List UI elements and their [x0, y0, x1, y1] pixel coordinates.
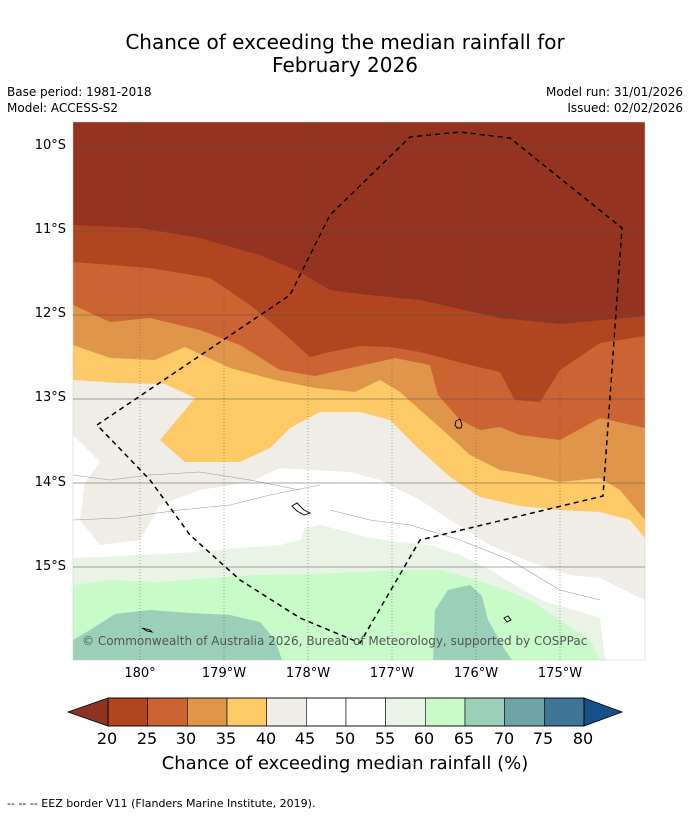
lon-label-178w: 178°W	[285, 666, 331, 681]
map-frame	[72, 121, 646, 661]
lon-label-180: 180°	[124, 666, 156, 681]
meta-left: Base period: 1981-2018 Model: ACCESS-S2	[7, 84, 152, 116]
colorbar-under-arrow	[66, 697, 109, 727]
colorbar-tick-45: 45	[294, 729, 316, 748]
colorbar-swatch-25-30	[147, 697, 188, 727]
lon-label-177w: 177°W	[369, 666, 415, 681]
lon-label-179w: 179°W	[201, 666, 247, 681]
island-north	[454, 418, 463, 429]
title-line-1: Chance of exceeding the median rainfall …	[125, 30, 565, 54]
colorbar-tick-70: 70	[493, 729, 515, 748]
colorbar-swatch-55-60	[385, 697, 426, 727]
colorbar-tick-50: 50	[334, 729, 356, 748]
issued-date: Issued: 02/02/2026	[567, 101, 683, 115]
rainfall-probability-field	[73, 122, 645, 660]
colorbar-swatch-50-55	[345, 697, 386, 727]
colorbar-swatch-75-80	[544, 697, 585, 727]
colorbar-swatch-35-40	[226, 697, 267, 727]
lat-label-15s: 15°S	[34, 559, 66, 574]
colorbar-swatch-30-35	[187, 697, 228, 727]
eez-legend-footnote: -- -- -- EEZ border V11 (Flanders Marine…	[7, 797, 316, 810]
chart-title: Chance of exceeding the median rainfall …	[0, 31, 690, 77]
band-65-70-east	[433, 585, 512, 660]
eez-border	[95, 131, 623, 644]
colorbar-tick-35: 35	[215, 729, 237, 748]
lon-label-176w: 176°W	[453, 666, 499, 681]
colorbar-swatches	[107, 697, 585, 727]
island-southeast	[503, 615, 512, 623]
colorbar-frame	[107, 697, 585, 727]
colorbar-swatch-70-75	[504, 697, 545, 727]
lat-label-11s: 11°S	[34, 222, 66, 237]
colorbar-tick-60: 60	[413, 729, 435, 748]
colorbar-tick-20: 20	[96, 729, 118, 748]
colorbar-tick-80: 80	[572, 729, 594, 748]
colorbar-tick-30: 30	[175, 729, 197, 748]
meta-right: Model run: 31/01/2026 Issued: 02/02/2026	[546, 84, 683, 116]
lat-label-12s: 12°S	[34, 306, 66, 321]
colorbar-swatch-40-45	[266, 697, 307, 727]
colorbar-tick-75: 75	[532, 729, 554, 748]
colorbar-swatch-45-50	[306, 697, 347, 727]
base-period: Base period: 1981-2018	[7, 85, 152, 99]
colorbar-swatch-60-65	[425, 697, 466, 727]
island-southwest	[141, 627, 154, 633]
colorbar-over-arrow	[583, 697, 624, 727]
title-line-2: February 2026	[272, 53, 418, 77]
islands	[141, 418, 512, 633]
colorbar-swatch-65-70	[464, 697, 505, 727]
colorbar-tick-55: 55	[374, 729, 396, 748]
copyright-notice: © Commonwealth of Australia 2026, Bureau…	[82, 634, 588, 648]
colorbar-label: Chance of exceeding median rainfall (%)	[161, 753, 529, 774]
model-name: Model: ACCESS-S2	[7, 101, 119, 115]
lon-label-175w: 175°W	[537, 666, 583, 681]
lat-label-10s: 10°S	[34, 138, 66, 153]
colorbar-tick-65: 65	[453, 729, 475, 748]
lat-label-13s: 13°S	[34, 390, 66, 405]
colorbar-swatch-20-25	[107, 697, 148, 727]
model-run: Model run: 31/01/2026	[545, 85, 683, 99]
colorbar-tick-25: 25	[136, 729, 158, 748]
island-central	[291, 502, 312, 516]
colorbar-tick-40: 40	[255, 729, 277, 748]
band-65-70	[73, 610, 282, 660]
lat-label-14s: 14°S	[34, 475, 66, 490]
graticule	[73, 122, 645, 660]
